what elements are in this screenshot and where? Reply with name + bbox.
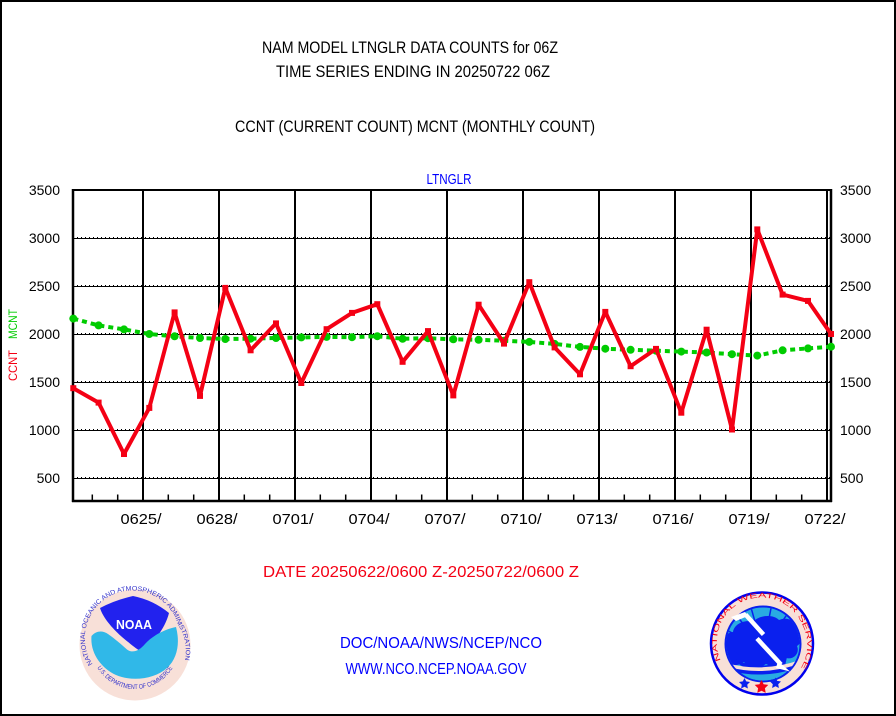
svg-text:CCNT: CCNT [6, 349, 20, 381]
svg-text:1000: 1000 [29, 422, 60, 438]
svg-text:0628/: 0628/ [197, 511, 239, 528]
svg-text:0625/: 0625/ [121, 511, 163, 528]
svg-text:3000: 3000 [29, 230, 60, 246]
svg-text:DATE 20250622/0600 Z-20250722/: DATE 20250622/0600 Z-20250722/0600 Z [263, 564, 579, 581]
svg-text:0710/: 0710/ [501, 511, 543, 528]
svg-text:1500: 1500 [840, 374, 871, 390]
svg-text:1500: 1500 [29, 374, 60, 390]
svg-text:WWW.NCO.NCEP.NOAA.GOV: WWW.NCO.NCEP.NOAA.GOV [346, 661, 527, 678]
svg-text:MCNT: MCNT [6, 308, 20, 339]
svg-text:2500: 2500 [29, 278, 60, 294]
svg-text:0707/: 0707/ [425, 511, 467, 528]
svg-text:0713/: 0713/ [577, 511, 619, 528]
svg-text:1000: 1000 [840, 422, 871, 438]
svg-text:3500: 3500 [29, 182, 60, 198]
svg-text:LTNGLR: LTNGLR [427, 171, 472, 188]
svg-text:0704/: 0704/ [349, 511, 391, 528]
svg-text:CCNT (CURRENT COUNT) MCNT (MON: CCNT (CURRENT COUNT) MCNT (MONTHLY COUNT… [235, 117, 595, 136]
svg-text:0722/: 0722/ [805, 511, 847, 528]
svg-text:TIME SERIES ENDING IN 20250722: TIME SERIES ENDING IN 20250722 06Z [276, 62, 550, 81]
svg-text:3500: 3500 [840, 182, 871, 198]
svg-text:NAM MODEL LTNGLR DATA COUNTS f: NAM MODEL LTNGLR DATA COUNTS for 06Z [262, 38, 558, 57]
svg-text:0716/: 0716/ [653, 511, 695, 528]
svg-text:500: 500 [840, 470, 864, 486]
svg-text:DOC/NOAA/NWS/NCEP/NCO: DOC/NOAA/NWS/NCEP/NCO [340, 635, 542, 652]
svg-text:2500: 2500 [840, 278, 871, 294]
svg-text:500: 500 [37, 470, 61, 486]
svg-text:0701/: 0701/ [273, 511, 315, 528]
svg-text:0719/: 0719/ [729, 511, 771, 528]
svg-text:2000: 2000 [840, 326, 871, 342]
svg-text:NOAA: NOAA [116, 617, 153, 632]
svg-text:2000: 2000 [29, 326, 60, 342]
svg-text:3000: 3000 [840, 230, 871, 246]
